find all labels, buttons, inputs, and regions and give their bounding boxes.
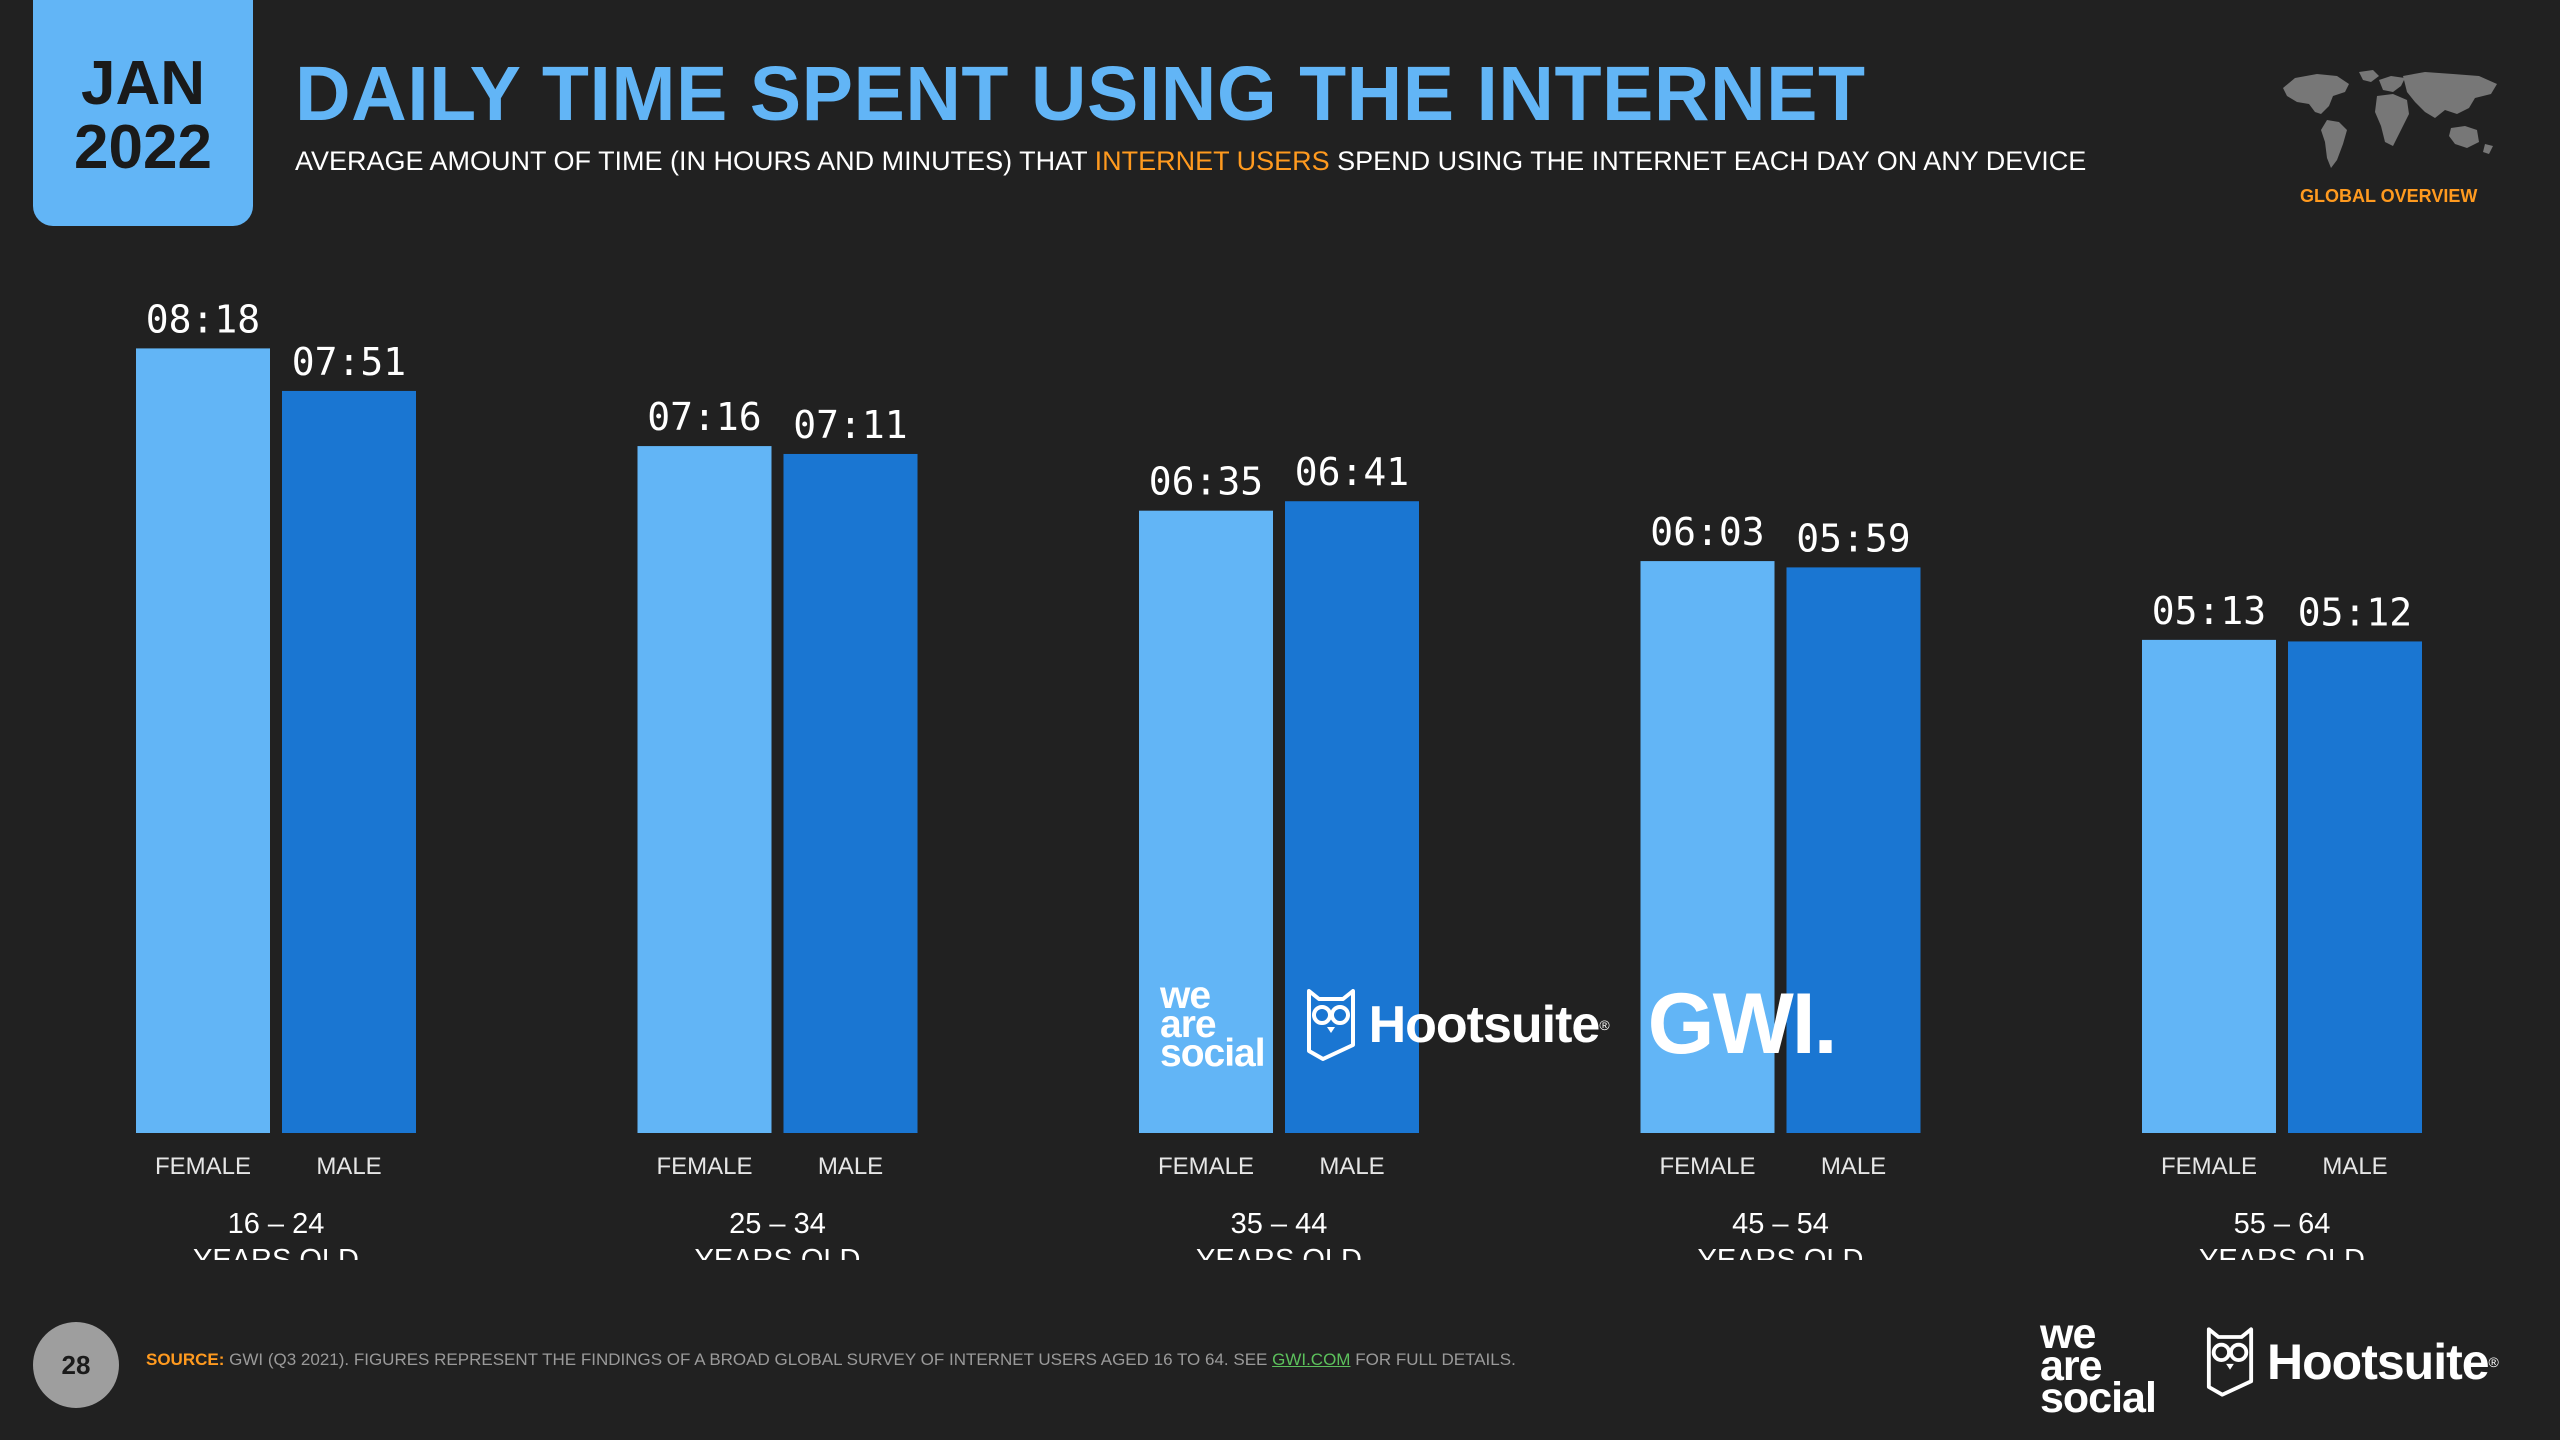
category-suffix: YEARS OLD — [193, 1244, 359, 1260]
subtitle-post: SPEND USING THE INTERNET EACH DAY ON ANY… — [1329, 146, 2087, 176]
data-label: 06:35 — [1149, 460, 1263, 504]
bar-chart: 08:18 FEMALE 07:51 MALE 16 – 24 YEARS OLD 07:1… — [136, 297, 2422, 1260]
data-label: 08:18 — [146, 297, 260, 341]
page-number: 28 — [33, 1322, 119, 1408]
data-label: 07:51 — [292, 340, 406, 384]
series-label: FEMALE — [1158, 1153, 1254, 1180]
subtitle-pre: AVERAGE AMOUNT OF TIME (IN HOURS AND MIN… — [295, 146, 1095, 176]
bar-male — [1786, 567, 1921, 1133]
source-end: FOR FULL DETAILS. — [1350, 1350, 1516, 1369]
region-label: GLOBAL OVERVIEW — [2300, 186, 2478, 206]
category-suffix: YEARS OLD — [1196, 1244, 1362, 1260]
data-label: 07:11 — [793, 403, 907, 447]
series-label: FEMALE — [1659, 1153, 1755, 1180]
gwi-logo: GWI. — [1647, 976, 1838, 1072]
series-label: MALE — [2322, 1153, 2387, 1180]
bar-female — [1139, 510, 1273, 1133]
category-suffix: YEARS OLD — [1698, 1244, 1864, 1260]
series-label: MALE — [1319, 1153, 1384, 1180]
page-title: DAILY TIME SPENT USING THE INTERNET — [295, 51, 1866, 137]
date-year: 2022 — [74, 113, 212, 182]
data-label: 05:13 — [2152, 589, 2266, 633]
category-suffix: YEARS OLD — [2199, 1244, 2365, 1260]
category-suffix: YEARS OLD — [695, 1244, 861, 1260]
bar-male — [282, 390, 416, 1133]
data-label: 05:12 — [2298, 590, 2412, 634]
category-label: 55 – 64 — [2234, 1208, 2331, 1240]
hootsuite-logo: Hootsuite ® — [1305, 988, 1610, 1061]
footer-hootsuite-logo: Hootsuite ® — [2205, 1326, 2499, 1398]
we-are-social-logo: we are social — [1160, 974, 1266, 1075]
series-label: FEMALE — [656, 1153, 752, 1180]
hootsuite-owl-icon — [2206, 1327, 2254, 1397]
series-label: FEMALE — [2161, 1153, 2257, 1180]
date-badge: JAN 2022 — [33, 0, 253, 226]
world-map-icon — [2283, 70, 2497, 168]
bar-male — [783, 453, 918, 1134]
source-label: SOURCE: — [146, 1350, 225, 1369]
source-text: GWI (Q3 2021). FIGURES REPRESENT THE FIN… — [224, 1350, 1273, 1369]
bar-male — [2288, 641, 2422, 1133]
category-label: 45 – 54 — [1732, 1208, 1829, 1240]
bar-female — [637, 446, 772, 1133]
subtitle-highlight: INTERNET USERS — [1094, 146, 1330, 176]
series-label: MALE — [316, 1153, 381, 1180]
bar-female — [1640, 561, 1775, 1133]
date-month: JAN — [80, 49, 206, 118]
category-label: 16 – 24 — [228, 1208, 325, 1240]
partner-watermark: we are social Hootsuite ® GWI. — [1160, 974, 1838, 1075]
bar-female — [2142, 639, 2276, 1133]
source-link[interactable]: GWI.COM — [1272, 1350, 1351, 1369]
source-note: SOURCE: GWI (Q3 2021). FIGURES REPRESENT… — [146, 1350, 1516, 1370]
data-label: 06:41 — [1295, 450, 1409, 494]
category-label: 35 – 44 — [1231, 1208, 1328, 1240]
data-label: 06:03 — [1650, 510, 1764, 554]
data-label: 07:16 — [647, 395, 761, 439]
series-label: MALE — [818, 1153, 883, 1180]
category-label: 25 – 34 — [729, 1208, 826, 1240]
series-label: MALE — [1821, 1153, 1886, 1180]
footer-we-are-social-logo: we are social — [2040, 1310, 2157, 1422]
subtitle: AVERAGE AMOUNT OF TIME (IN HOURS AND MIN… — [295, 146, 2086, 177]
bar-female — [136, 348, 270, 1133]
hootsuite-owl-icon — [1306, 988, 1355, 1061]
data-label: 05:59 — [1796, 516, 1910, 560]
series-label: FEMALE — [155, 1153, 251, 1180]
